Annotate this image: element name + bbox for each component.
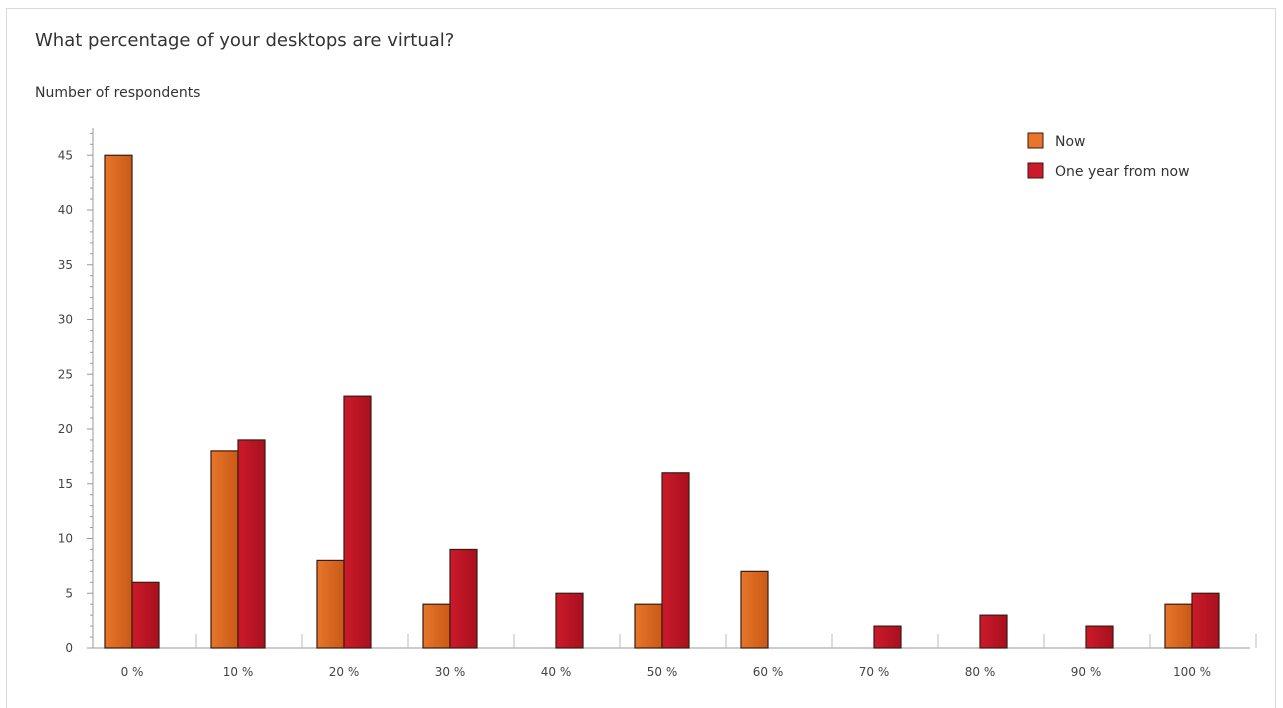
y-tick-label: 45 [58,148,73,162]
legend: Now One year from now [1027,132,1190,180]
bar-now-1 [210,450,239,649]
x-tick-label: 60 % [753,665,784,679]
x-tick-label: 70 % [859,665,890,679]
y-tick-label: 5 [65,586,73,600]
bar-one-year-1 [237,439,266,649]
bar-one-year-2 [343,395,372,649]
bar-one-year-7 [873,625,902,649]
bar-one-year-3 [449,548,478,649]
y-tick-label: 15 [58,477,73,491]
bar-now-5 [634,603,663,649]
y-tick-label: 40 [58,203,73,217]
x-tick-label: 10 % [223,665,254,679]
x-tick-label: 30 % [435,665,466,679]
bar-now-3 [422,603,451,649]
x-tick-label: 20 % [329,665,360,679]
y-axis-label: Number of respondents [35,85,201,101]
legend-label: Now [1055,134,1086,150]
bar-now-6 [740,570,769,649]
y-tick-label: 10 [58,532,73,546]
bar-one-year-5 [661,472,690,649]
bar-one-year-10 [1191,592,1220,649]
y-tick-label: 0 [65,641,73,655]
x-tick-label: 90 % [1071,665,1102,679]
chart-title: What percentage of your desktops are vir… [35,30,455,51]
y-tick-label: 30 [58,313,73,327]
bar-now-2 [316,559,345,649]
x-tick-label: 50 % [647,665,678,679]
x-tick-label: 40 % [541,665,572,679]
x-tick-label: 0 % [121,665,144,679]
chart-frame [6,8,1276,708]
x-tick-label: 80 % [965,665,996,679]
bar-one-year-9 [1085,625,1114,649]
legend-swatch [1027,162,1044,179]
bar-now-10 [1164,603,1193,649]
y-tick-label: 25 [58,367,73,381]
legend-label: One year from now [1055,164,1190,180]
bar-one-year-4 [555,592,584,649]
bar-one-year-0 [131,581,160,649]
y-tick-label: 35 [58,258,73,272]
x-tick-label: 100 % [1173,665,1211,679]
bar-one-year-8 [979,614,1008,649]
y-tick-label: 20 [58,422,73,436]
legend-swatch [1027,132,1044,149]
bars [104,154,1220,649]
bar-now-0 [104,154,133,649]
axes: 0 5 10 15 20 25 30 35 40 45 0 % 10 % 20 % 30 % 40 % 50 … [58,128,1257,679]
